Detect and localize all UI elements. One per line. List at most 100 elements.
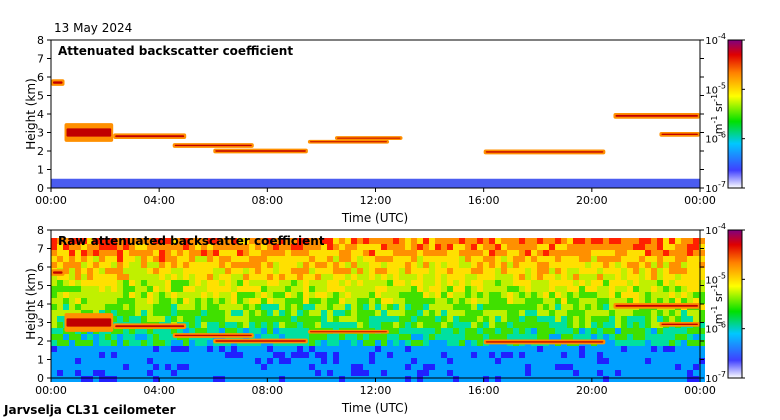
noise-cell	[249, 364, 255, 370]
noise-cell	[129, 352, 135, 358]
noise-cell	[279, 376, 285, 382]
noise-cell	[597, 298, 603, 304]
noise-cell	[441, 250, 447, 256]
noise-cell	[411, 376, 417, 382]
noise-cell	[327, 244, 333, 250]
noise-cell	[285, 352, 291, 358]
noise-cell	[93, 298, 99, 304]
noise-cell	[273, 292, 279, 298]
noise-cell	[441, 370, 447, 376]
noise-cell	[63, 340, 69, 346]
noise-cell	[471, 292, 477, 298]
noise-cell	[327, 316, 333, 322]
noise-cell	[63, 304, 69, 310]
noise-cell	[135, 274, 141, 280]
noise-cell	[489, 238, 495, 244]
noise-cell	[405, 316, 411, 322]
noise-cell	[129, 340, 135, 346]
panel-attenuated: Attenuated backscatter coefficient 01234…	[24, 32, 745, 225]
noise-cell	[153, 346, 159, 352]
noise-cell	[483, 274, 489, 280]
noise-cell	[243, 298, 249, 304]
noise-cell	[411, 238, 417, 244]
noise-cell	[333, 262, 339, 268]
noise-cell	[489, 310, 495, 316]
y-tick-label: 5	[37, 90, 44, 103]
noise-cell	[141, 274, 147, 280]
noise-cell	[315, 268, 321, 274]
noise-cell	[543, 346, 549, 352]
noise-cell	[297, 262, 303, 268]
noise-cell	[561, 244, 567, 250]
noise-cell	[351, 268, 357, 274]
noise-cell	[63, 238, 69, 244]
noise-cell	[285, 298, 291, 304]
noise-cell	[147, 304, 153, 310]
noise-cell	[171, 286, 177, 292]
noise-cell	[681, 358, 687, 364]
noise-cell	[237, 244, 243, 250]
noise-cell	[297, 280, 303, 286]
noise-cell	[153, 256, 159, 262]
noise-cell	[279, 298, 285, 304]
noise-cell	[633, 328, 639, 334]
noise-cell	[429, 310, 435, 316]
noise-cell	[405, 340, 411, 346]
noise-cell	[417, 292, 423, 298]
noise-cell	[609, 352, 615, 358]
noise-cell	[585, 304, 591, 310]
noise-cell	[525, 286, 531, 292]
noise-cell	[663, 340, 669, 346]
noise-cell	[411, 286, 417, 292]
noise-cell	[363, 370, 369, 376]
noise-cell	[621, 262, 627, 268]
noise-cell	[501, 352, 507, 358]
noise-cell	[507, 364, 513, 370]
noise-cell	[309, 304, 315, 310]
noise-cell	[291, 334, 297, 340]
noise-cell	[399, 310, 405, 316]
noise-cell	[489, 370, 495, 376]
noise-cell	[99, 310, 105, 316]
noise-cell	[519, 298, 525, 304]
noise-cell	[603, 340, 609, 346]
noise-cell	[681, 298, 687, 304]
noise-cell	[339, 244, 345, 250]
noise-cell	[573, 286, 579, 292]
noise-cell	[525, 370, 531, 376]
noise-cell	[573, 274, 579, 280]
colorbar-label: m-1 sr-1	[710, 284, 725, 324]
noise-cell	[645, 364, 651, 370]
noise-cell	[441, 268, 447, 274]
noise-cell	[261, 304, 267, 310]
noise-cell	[477, 286, 483, 292]
noise-cell	[555, 250, 561, 256]
noise-cell	[243, 292, 249, 298]
noise-cell	[531, 376, 537, 382]
noise-cell	[465, 304, 471, 310]
noise-cell	[609, 262, 615, 268]
noise-cell	[621, 238, 627, 244]
noise-cell	[123, 310, 129, 316]
noise-cell	[195, 250, 201, 256]
noise-cell	[603, 376, 609, 382]
noise-cell	[303, 280, 309, 286]
noise-cell	[117, 340, 123, 346]
noise-cell	[399, 364, 405, 370]
noise-cell	[249, 298, 255, 304]
noise-cell	[603, 316, 609, 322]
noise-cell	[429, 334, 435, 340]
noise-cell	[651, 256, 657, 262]
noise-cell	[435, 286, 441, 292]
noise-cell	[105, 340, 111, 346]
noise-cell	[159, 250, 165, 256]
noise-cell	[609, 244, 615, 250]
noise-cell	[597, 352, 603, 358]
noise-cell	[567, 250, 573, 256]
noise-cell	[567, 346, 573, 352]
noise-cell	[135, 346, 141, 352]
noise-cell	[123, 262, 129, 268]
noise-cell	[129, 328, 135, 334]
noise-cell	[615, 286, 621, 292]
